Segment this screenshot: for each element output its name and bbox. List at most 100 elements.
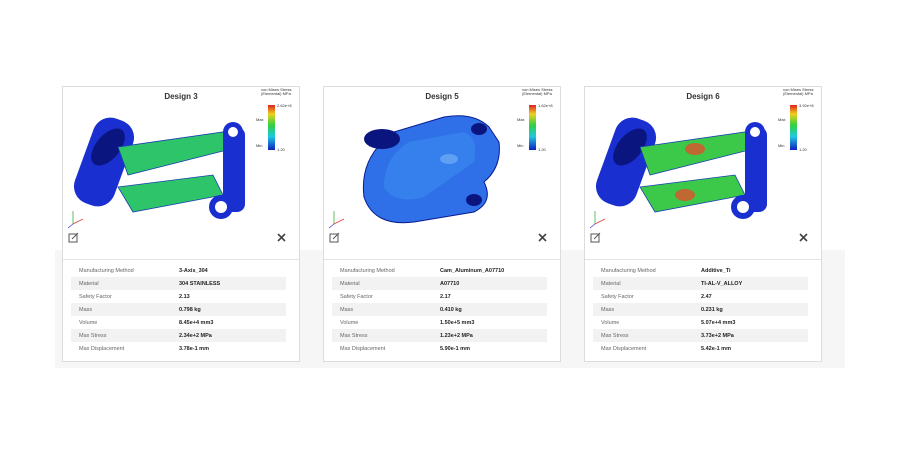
property-value: 3-Axis_304 [179, 268, 208, 274]
property-row: Max Displacement 5.42e-1 mm [593, 342, 808, 355]
property-label: Mass [79, 307, 93, 313]
property-label: Manufacturing Method [340, 268, 395, 274]
part-slot [91, 128, 125, 166]
property-label: Max Displacement [340, 346, 386, 352]
legend-max-marker: Max [778, 117, 786, 122]
property-value: Cam_Aluminum_A07710 [440, 268, 505, 274]
part-hole [364, 129, 400, 149]
property-label: Manufacturing Method [601, 268, 656, 274]
property-value: 0.798 kg [179, 307, 201, 313]
property-value: 0.231 kg [701, 307, 723, 313]
property-row: Mass 0.231 kg [593, 303, 808, 316]
property-value: 2.17 [440, 294, 451, 300]
property-value: 1.23e+2 MPa [440, 333, 473, 339]
triad-axis [594, 218, 606, 225]
render-view [67, 105, 286, 243]
property-row: Max Stress 2.34e+2 MPa [71, 329, 286, 342]
property-value: 5.90e-1 mm [440, 346, 470, 352]
hotspot [685, 143, 705, 155]
export-icon[interactable] [590, 233, 600, 243]
close-icon[interactable] [538, 233, 547, 242]
property-row: Mass 0.798 kg [71, 303, 286, 316]
property-label: Max Displacement [79, 346, 125, 352]
render-view [328, 105, 547, 243]
part-arm [117, 131, 232, 176]
part-hole [750, 127, 760, 137]
legend-max: 1.62e+8 [538, 103, 553, 108]
close-icon[interactable] [799, 233, 808, 242]
design-card: Design 3 von Mises Stress (Elemental) MPa… [62, 86, 300, 362]
legend-max: 2.62e+8 [277, 103, 292, 108]
property-label: Max Stress [79, 333, 107, 339]
part-hole [228, 127, 238, 137]
property-value: 3.78e-1 mm [179, 346, 209, 352]
legend-min-marker: Min [778, 143, 785, 148]
hotspot [675, 189, 695, 201]
property-value: TI-AL-V_ALLOY [701, 281, 743, 287]
design-title: Design 5 [425, 92, 459, 101]
property-value: 2.34e+2 MPa [179, 333, 212, 339]
part-slot [613, 128, 647, 166]
property-row: Safety Factor 2.17 [332, 290, 547, 303]
part-link [745, 127, 767, 212]
property-value: 2.47 [701, 294, 712, 300]
property-row: Safety Factor 2.13 [71, 290, 286, 303]
divider [324, 259, 560, 260]
legend-max: 3.92e+8 [799, 103, 814, 108]
part-link [223, 127, 245, 212]
property-row: Max Stress 3.73e+2 MPa [593, 329, 808, 342]
divider [585, 259, 821, 260]
part-highlight [384, 132, 476, 200]
property-row: Safety Factor 2.47 [593, 290, 808, 303]
property-label: Manufacturing Method [79, 268, 134, 274]
design-title: Design 6 [686, 92, 720, 101]
property-value: 0.410 kg [440, 307, 462, 313]
part-hole [471, 123, 487, 135]
property-label: Mass [601, 307, 615, 313]
property-label: Volume [601, 320, 620, 326]
property-row: Max Displacement 3.78e-1 mm [71, 342, 286, 355]
property-label: Max Stress [601, 333, 629, 339]
property-row: Mass 0.410 kg [332, 303, 547, 316]
property-row: Material A07710 [332, 277, 547, 290]
property-row: Volume 5.07e+4 mm3 [593, 316, 808, 329]
property-value: 2.13 [179, 294, 190, 300]
triad-axis [328, 223, 335, 229]
property-label: Safety Factor [340, 294, 373, 300]
legend-min-marker: Min [256, 143, 263, 148]
property-value: 3.73e+2 MPa [701, 333, 734, 339]
triad-axis [589, 223, 596, 229]
legend-min: 1.20 [277, 147, 285, 152]
legend-max-marker: Max [256, 117, 264, 122]
property-label: Volume [79, 320, 98, 326]
legend-min: 1.20 [538, 147, 546, 152]
part-hole [466, 194, 482, 206]
part-arm [117, 174, 224, 213]
property-value: 304 STAINLESS [179, 281, 221, 287]
property-row: Manufacturing Method 3-Axis_304 [71, 264, 286, 277]
export-arrow [71, 232, 79, 240]
part-hole [737, 201, 749, 213]
divider [63, 259, 299, 260]
property-row: Material TI-AL-V_ALLOY [593, 277, 808, 290]
colorbar [790, 105, 797, 150]
triad-axis [333, 218, 345, 225]
design-card: Design 6 von Mises Stress (Elemental) MPa… [584, 86, 822, 362]
property-value: 8.45e+4 mm3 [179, 320, 214, 326]
property-value: 1.50e+5 mm3 [440, 320, 475, 326]
property-value: 5.07e+4 mm3 [701, 320, 736, 326]
close-icon[interactable] [277, 233, 286, 242]
design-title: Design 3 [164, 92, 198, 101]
property-row: Manufacturing Method Cam_Aluminum_A07710 [332, 264, 547, 277]
export-icon[interactable] [68, 233, 78, 243]
colorbar [268, 105, 275, 150]
property-label: Max Stress [340, 333, 368, 339]
property-row: Volume 8.45e+4 mm3 [71, 316, 286, 329]
design-card: Design 5 von Mises Stress (Elemental) MPa… [323, 86, 561, 362]
property-label: Material [601, 281, 621, 287]
property-label: Max Displacement [601, 346, 647, 352]
export-icon[interactable] [329, 233, 339, 243]
property-label: Safety Factor [601, 294, 634, 300]
render-view [589, 105, 808, 243]
triad-axis [67, 223, 74, 229]
